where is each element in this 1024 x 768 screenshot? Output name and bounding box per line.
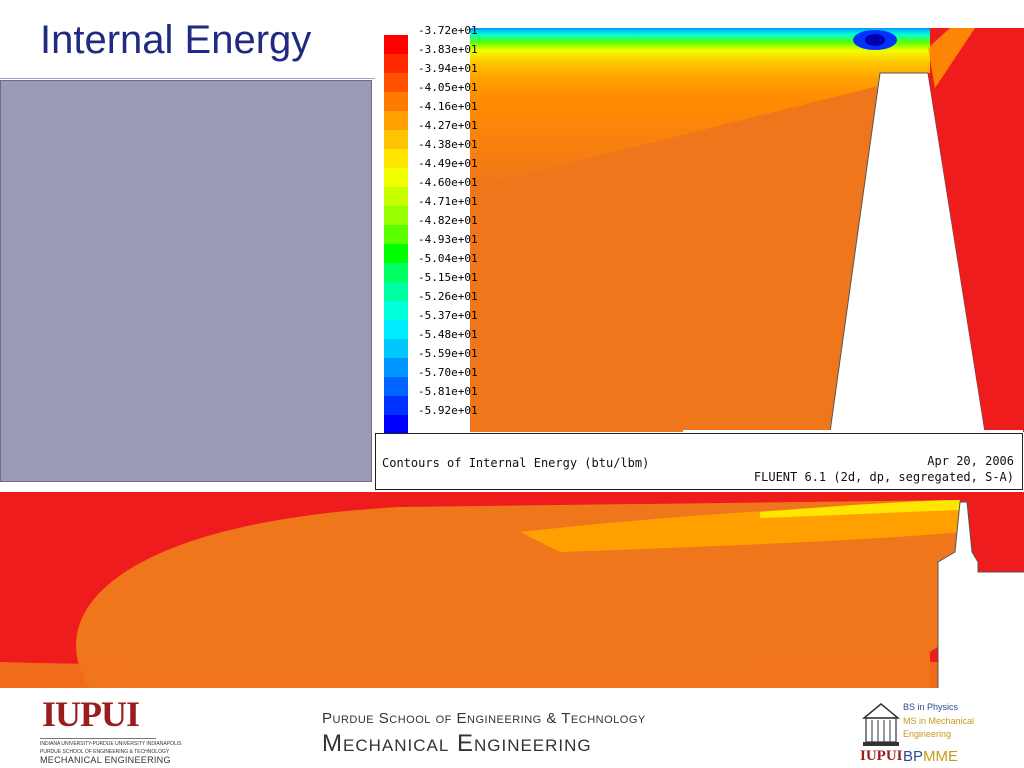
bpmme-name: BPMME: [903, 748, 958, 765]
legend-swatch: [384, 187, 408, 206]
legend-label: -5.92e+01: [418, 404, 478, 417]
iupui-logo-sub3: MECHANICAL ENGINEERING: [40, 755, 171, 765]
legend-label: -3.94e+01: [418, 62, 478, 75]
legend-swatch: [384, 73, 408, 92]
legend-label: -4.60e+01: [418, 176, 478, 189]
legend-swatch: [384, 92, 408, 111]
legend-swatch: [384, 149, 408, 168]
legend-swatch: [384, 130, 408, 149]
legend-swatch: [384, 358, 408, 377]
footer: [0, 692, 1024, 768]
legend-label: -4.16e+01: [418, 100, 478, 113]
contour-plot-top: [375, 28, 1024, 432]
legend-label: -3.72e+01: [418, 24, 478, 37]
legend-swatch: [384, 282, 408, 301]
legend-label: -4.82e+01: [418, 214, 478, 227]
bpmme-line1: BS in Physics: [903, 702, 959, 712]
boundary-layer: [470, 28, 930, 188]
legend-label: -4.05e+01: [418, 81, 478, 94]
legend-swatch: [384, 301, 408, 320]
legend-label: -5.81e+01: [418, 385, 478, 398]
bpmme-line2: MS in Mechanical: [903, 716, 975, 726]
bpmme-name-mme: MME: [923, 748, 959, 765]
gray-panel: [0, 80, 372, 482]
legend-label: -3.83e+01: [418, 43, 478, 56]
contour-plot-bottom: [0, 492, 1024, 688]
legend-label: -5.37e+01: [418, 309, 478, 322]
legend-label: -5.48e+01: [418, 328, 478, 341]
iupui-logo: IUPUI: [42, 694, 140, 734]
legend-swatch: [384, 244, 408, 263]
title-divider: [0, 78, 375, 79]
legend-swatch: [384, 54, 408, 73]
caption-text: Contours of Internal Energy (btu/lbm): [382, 456, 650, 470]
iupui-logo-sub2: PURDUE SCHOOL OF ENGINEERING & TECHNOLOG…: [40, 749, 170, 755]
legend-label: -4.93e+01: [418, 233, 478, 246]
legend-label: -5.59e+01: [418, 347, 478, 360]
legend-label: -5.04e+01: [418, 252, 478, 265]
legend-swatch: [384, 168, 408, 187]
legend-swatch: [384, 396, 408, 415]
bpmme-line3: Engineering: [903, 729, 952, 739]
nozzle-body: [830, 73, 985, 432]
school-name: Purdue School of Engineering & Technolog…: [322, 710, 646, 727]
caption-date: Apr 20, 2006: [927, 454, 1014, 468]
nozzle-body-bottom: [938, 502, 978, 688]
legend-label: -5.70e+01: [418, 366, 478, 379]
department-name: Mechanical Engineering: [322, 730, 592, 757]
legend-swatch: [384, 339, 408, 358]
legend-label: -4.49e+01: [418, 157, 478, 170]
legend-swatch: [384, 377, 408, 396]
iupui-logo-sub1: INDIANA UNIVERSITY-PURDUE UNIVERSITY IND…: [40, 741, 182, 747]
caption-solver: FLUENT 6.1 (2d, dp, segregated, S-A): [753, 470, 1014, 484]
legend-swatch: [384, 206, 408, 225]
legend-swatch: [384, 225, 408, 244]
field-red: [928, 28, 1024, 432]
legend-swatch: [384, 415, 408, 434]
legend-label: -5.26e+01: [418, 290, 478, 303]
bpmme-building-icon: [860, 700, 902, 750]
legend-label: -4.38e+01: [418, 138, 478, 151]
slide-title: Internal Energy: [40, 18, 312, 62]
bpmme-iupui: IUPUI: [860, 748, 903, 764]
legend-swatch: [384, 320, 408, 339]
legend-label: -4.71e+01: [418, 195, 478, 208]
bpmme-name-bp: BP: [903, 748, 924, 765]
legend-swatch: [384, 35, 408, 54]
legend-swatch: [384, 263, 408, 282]
legend-swatch: [384, 111, 408, 130]
legend-label: -5.15e+01: [418, 271, 478, 284]
plot-caption-box: Contours of Internal Energy (btu/lbm) Ap…: [375, 433, 1023, 490]
iupui-logo-divider: [40, 738, 156, 739]
legend-label: -4.27e+01: [418, 119, 478, 132]
